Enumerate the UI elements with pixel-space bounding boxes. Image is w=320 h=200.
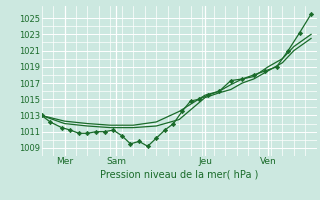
X-axis label: Pression niveau de la mer( hPa ): Pression niveau de la mer( hPa ) — [100, 169, 258, 179]
